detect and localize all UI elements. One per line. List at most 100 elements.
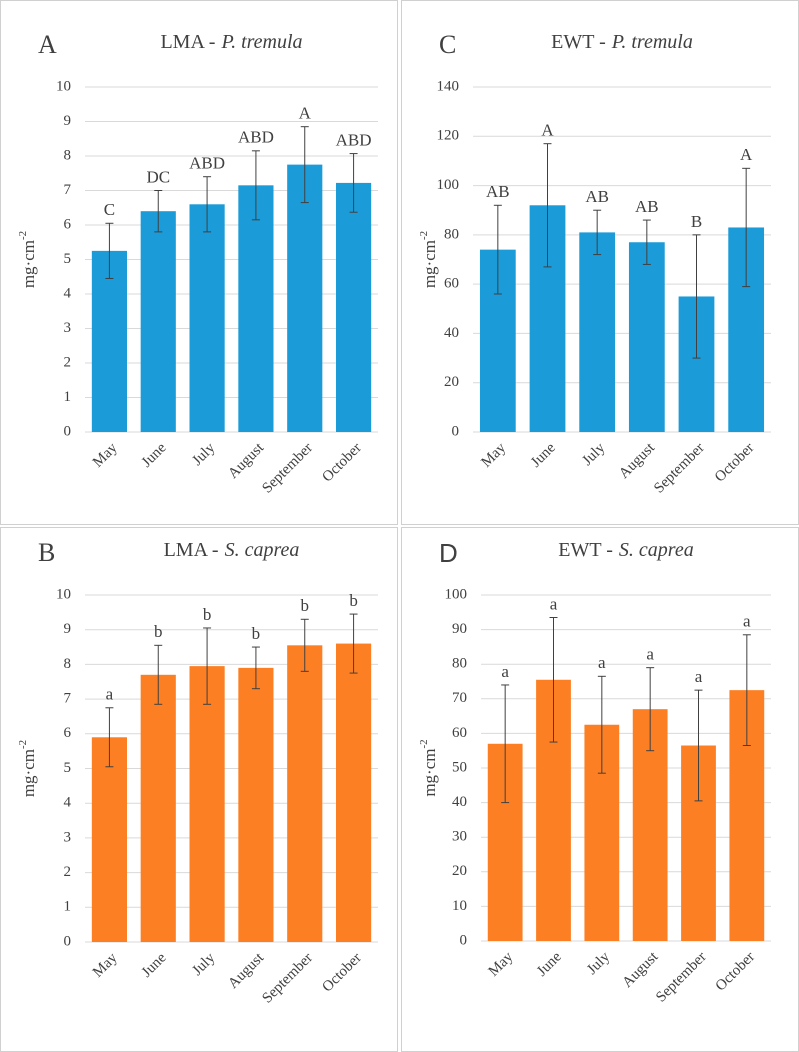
group-label: ABD xyxy=(238,128,274,147)
y-tick-label: 40 xyxy=(444,325,459,341)
group-label: a xyxy=(598,653,606,672)
y-tick-label: 3 xyxy=(64,320,72,336)
group-label: b xyxy=(203,605,212,624)
y-axis-label-unit: mg·cm xyxy=(19,749,38,797)
chart-panel: A LMA - P. tremula 0 1 2 3 4 5 6 7 8 9 10 C May DC June AB… xyxy=(0,0,398,525)
group-label: ABD xyxy=(336,130,372,149)
y-tick-label: 30 xyxy=(452,829,467,845)
y-tick-label: 0 xyxy=(452,423,460,439)
x-tick-label: May xyxy=(90,440,121,471)
y-tick-label: 6 xyxy=(64,216,72,232)
y-axis-label: mg·cm-2 xyxy=(418,739,439,796)
bar xyxy=(336,643,372,942)
group-label: a xyxy=(743,612,751,631)
x-tick-label: June xyxy=(528,440,559,471)
bar xyxy=(238,667,274,942)
group-label: A xyxy=(541,121,554,140)
group-label: B xyxy=(691,212,702,231)
chart-title-species: P. tremula xyxy=(611,31,693,53)
y-tick-label: 0 xyxy=(460,932,468,948)
chart-title-species: S. caprea xyxy=(225,539,300,561)
x-tick-label: August xyxy=(616,439,659,482)
chart-title-species: P. tremula xyxy=(220,31,302,53)
bar xyxy=(189,666,225,942)
y-tick-label: 100 xyxy=(445,586,468,602)
y-axis-label: mg·cm-2 xyxy=(418,231,439,288)
x-tick-label: May xyxy=(90,950,121,981)
y-tick-label: 60 xyxy=(444,276,459,292)
x-tick-label: September xyxy=(259,950,316,1007)
group-label: AB xyxy=(486,182,510,201)
y-tick-label: 1 xyxy=(64,389,72,405)
y-tick-label: 7 xyxy=(64,691,72,707)
group-label: AB xyxy=(585,187,609,206)
bar xyxy=(140,211,176,432)
x-tick-label: August xyxy=(619,948,662,991)
y-tick-label: 60 xyxy=(452,725,467,741)
y-axis-label-exponent: -2 xyxy=(418,739,430,748)
y-axis-label-unit: mg·cm xyxy=(420,749,439,797)
y-tick-label: 140 xyxy=(437,78,460,94)
y-axis-label-unit: mg·cm xyxy=(19,240,38,288)
x-tick-label: September xyxy=(653,949,710,1006)
group-label: AB xyxy=(635,197,659,216)
chart-title-variable: LMA - xyxy=(160,31,215,53)
x-tick-label: May xyxy=(478,440,509,471)
group-label: b xyxy=(349,591,358,610)
x-tick-label: October xyxy=(712,440,757,485)
x-tick-label: July xyxy=(584,949,613,978)
y-axis-label: mg·cm-2 xyxy=(17,231,38,288)
group-label: b xyxy=(301,596,310,615)
y-axis-label-exponent: -2 xyxy=(418,231,430,240)
y-tick-label: 8 xyxy=(64,147,72,163)
x-tick-label: July xyxy=(189,950,218,979)
y-tick-label: 9 xyxy=(64,113,72,129)
y-tick-label: 0 xyxy=(64,423,72,439)
x-tick-label: May xyxy=(486,949,517,980)
y-tick-label: 10 xyxy=(452,898,467,914)
group-label: C xyxy=(104,200,115,219)
bar xyxy=(189,204,225,432)
y-tick-label: 40 xyxy=(452,794,467,810)
chart-title-species: S. caprea xyxy=(619,539,694,561)
y-axis-label-exponent: -2 xyxy=(17,740,29,749)
x-tick-label: September xyxy=(651,440,708,497)
chart-title-variable: LMA - xyxy=(164,539,219,561)
x-tick-label: October xyxy=(319,440,364,485)
y-axis-label-exponent: -2 xyxy=(17,231,29,240)
y-tick-label: 3 xyxy=(64,829,72,845)
y-tick-label: 2 xyxy=(64,864,72,880)
x-tick-label: June xyxy=(139,950,170,981)
group-label: ABD xyxy=(189,154,225,173)
bar xyxy=(579,232,616,432)
group-label: A xyxy=(740,145,753,164)
bar xyxy=(628,242,665,432)
x-tick-label: June xyxy=(534,949,565,980)
y-tick-label: 5 xyxy=(64,251,72,267)
y-tick-label: 80 xyxy=(444,226,459,242)
y-tick-label: 8 xyxy=(64,656,72,672)
group-label: a xyxy=(106,685,114,704)
group-label: a xyxy=(695,667,703,686)
y-tick-label: 9 xyxy=(64,621,72,637)
chart-panel: D EWT - S. caprea 0 10 20 30 40 50 60 70 80 90 100 a Ma… xyxy=(401,527,799,1052)
y-tick-label: 80 xyxy=(452,656,467,672)
y-tick-label: 6 xyxy=(64,725,72,741)
group-label: a xyxy=(550,594,558,613)
group-label: a xyxy=(501,662,509,681)
y-tick-label: 10 xyxy=(56,78,71,94)
x-tick-label: September xyxy=(259,440,316,497)
y-tick-label: 100 xyxy=(437,177,460,193)
group-label: A xyxy=(299,104,312,123)
x-tick-label: October xyxy=(319,950,364,995)
panel-border xyxy=(0,0,398,525)
chart-title-variable: EWT - xyxy=(551,31,606,53)
x-tick-label: August xyxy=(225,439,268,482)
group-label: DC xyxy=(146,167,170,186)
bar xyxy=(91,250,127,432)
chart-title: LMA - P. tremula xyxy=(160,31,302,53)
group-label: a xyxy=(646,645,654,664)
y-tick-label: 5 xyxy=(64,760,72,776)
y-tick-label: 20 xyxy=(452,863,467,879)
